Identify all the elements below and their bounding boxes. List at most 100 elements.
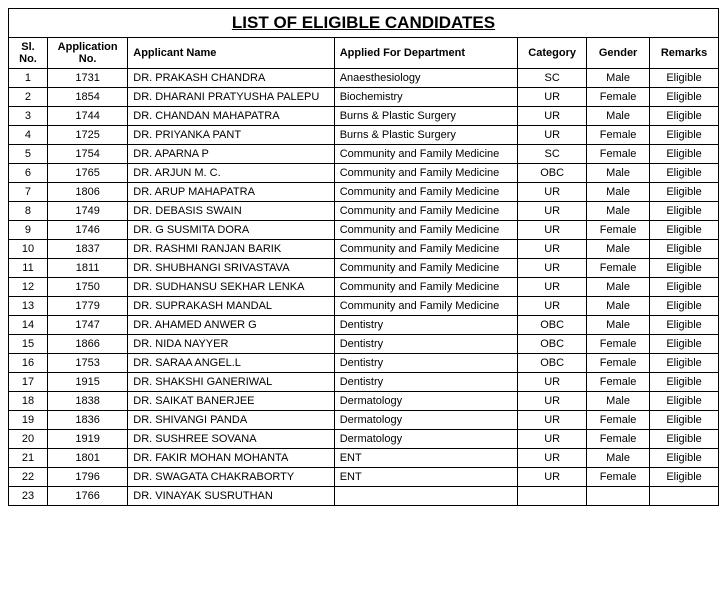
cell-name: DR. AHAMED ANWER G <box>128 316 334 335</box>
cell-sl: 20 <box>9 430 48 449</box>
cell-name: DR. VINAYAK SUSRUTHAN <box>128 487 334 506</box>
table-row: 111811DR. SHUBHANGI SRIVASTAVACommunity … <box>9 259 719 278</box>
cell-name: DR. FAKIR MOHAN MOHANTA <box>128 449 334 468</box>
cell-gen: Female <box>587 88 650 107</box>
cell-gen: Male <box>587 183 650 202</box>
table-row: 171915DR. SHAKSHI GANERIWALDentistryURFe… <box>9 373 719 392</box>
cell-sl: 11 <box>9 259 48 278</box>
cell-sl: 22 <box>9 468 48 487</box>
col-header-rem: Remarks <box>650 38 719 69</box>
cell-cat: UR <box>518 221 587 240</box>
cell-dept: Dermatology <box>334 392 518 411</box>
cell-dept: Community and Family Medicine <box>334 164 518 183</box>
table-row: 211801DR. FAKIR MOHAN MOHANTAENTURMaleEl… <box>9 449 719 468</box>
cell-cat: UR <box>518 259 587 278</box>
cell-cat: UR <box>518 430 587 449</box>
table-row: 161753DR. SARAA ANGEL.LDentistryOBCFemal… <box>9 354 719 373</box>
col-header-dept: Applied For Department <box>334 38 518 69</box>
candidates-table: Sl. No. Application No. Applicant Name A… <box>8 37 719 506</box>
cell-rem: Eligible <box>650 392 719 411</box>
cell-name: DR. CHANDAN MAHAPATRA <box>128 107 334 126</box>
cell-gen: Male <box>587 316 650 335</box>
cell-dept: Dermatology <box>334 430 518 449</box>
cell-name: DR. SHAKSHI GANERIWAL <box>128 373 334 392</box>
cell-rem: Eligible <box>650 183 719 202</box>
cell-dept: Dentistry <box>334 373 518 392</box>
cell-rem: Eligible <box>650 145 719 164</box>
cell-cat: OBC <box>518 354 587 373</box>
cell-sl: 5 <box>9 145 48 164</box>
cell-dept: Dentistry <box>334 335 518 354</box>
cell-name: DR. RASHMI RANJAN BARIK <box>128 240 334 259</box>
cell-sl: 3 <box>9 107 48 126</box>
cell-cat: UR <box>518 202 587 221</box>
cell-sl: 7 <box>9 183 48 202</box>
cell-rem: Eligible <box>650 164 719 183</box>
cell-dept: Biochemistry <box>334 88 518 107</box>
page-title: LIST OF ELIGIBLE CANDIDATES <box>8 8 719 37</box>
cell-sl: 6 <box>9 164 48 183</box>
cell-rem: Eligible <box>650 449 719 468</box>
cell-sl: 4 <box>9 126 48 145</box>
cell-name: DR. G SUSMITA DORA <box>128 221 334 240</box>
cell-rem: Eligible <box>650 297 719 316</box>
cell-gen: Male <box>587 164 650 183</box>
cell-gen: Male <box>587 69 650 88</box>
cell-name: DR. ARUP MAHAPATRA <box>128 183 334 202</box>
cell-dept: Community and Family Medicine <box>334 259 518 278</box>
table-row: 121750DR. SUDHANSU SEKHAR LENKACommunity… <box>9 278 719 297</box>
cell-cat: UR <box>518 126 587 145</box>
cell-app: 1749 <box>47 202 127 221</box>
cell-rem: Eligible <box>650 335 719 354</box>
cell-cat: UR <box>518 392 587 411</box>
table-row: 91746DR. G SUSMITA DORACommunity and Fam… <box>9 221 719 240</box>
cell-name: DR. DHARANI PRATYUSHA PALEPU <box>128 88 334 107</box>
cell-rem: Eligible <box>650 88 719 107</box>
cell-cat: UR <box>518 278 587 297</box>
cell-rem: Eligible <box>650 126 719 145</box>
cell-rem: Eligible <box>650 354 719 373</box>
cell-gen: Female <box>587 221 650 240</box>
cell-sl: 10 <box>9 240 48 259</box>
cell-name: DR. SUDHANSU SEKHAR LENKA <box>128 278 334 297</box>
cell-rem: Eligible <box>650 69 719 88</box>
cell-dept: ENT <box>334 468 518 487</box>
cell-name: DR. DEBASIS SWAIN <box>128 202 334 221</box>
cell-dept <box>334 487 518 506</box>
cell-dept: Community and Family Medicine <box>334 202 518 221</box>
table-row: 181838DR. SAIKAT BANERJEEDermatologyURMa… <box>9 392 719 411</box>
cell-sl: 19 <box>9 411 48 430</box>
cell-app: 1837 <box>47 240 127 259</box>
cell-rem: Eligible <box>650 411 719 430</box>
cell-cat: SC <box>518 69 587 88</box>
cell-rem: Eligible <box>650 107 719 126</box>
cell-app: 1919 <box>47 430 127 449</box>
cell-gen: Female <box>587 259 650 278</box>
table-row: 221796DR. SWAGATA CHAKRABORTYENTURFemale… <box>9 468 719 487</box>
table-row: 21854DR. DHARANI PRATYUSHA PALEPUBiochem… <box>9 88 719 107</box>
col-header-app: Application No. <box>47 38 127 69</box>
cell-dept: Dentistry <box>334 354 518 373</box>
cell-app: 1836 <box>47 411 127 430</box>
cell-dept: Burns & Plastic Surgery <box>334 107 518 126</box>
cell-rem: Eligible <box>650 468 719 487</box>
cell-gen: Male <box>587 392 650 411</box>
cell-app: 1915 <box>47 373 127 392</box>
cell-app: 1744 <box>47 107 127 126</box>
table-row: 101837DR. RASHMI RANJAN BARIKCommunity a… <box>9 240 719 259</box>
cell-gen: Male <box>587 240 650 259</box>
cell-cat: UR <box>518 373 587 392</box>
cell-dept: Community and Family Medicine <box>334 183 518 202</box>
cell-sl: 16 <box>9 354 48 373</box>
table-row: 71806DR. ARUP MAHAPATRACommunity and Fam… <box>9 183 719 202</box>
cell-name: DR. ARJUN M. C. <box>128 164 334 183</box>
cell-sl: 1 <box>9 69 48 88</box>
cell-app: 1731 <box>47 69 127 88</box>
cell-app: 1866 <box>47 335 127 354</box>
cell-rem <box>650 487 719 506</box>
cell-name: DR. SAIKAT BANERJEE <box>128 392 334 411</box>
cell-rem: Eligible <box>650 316 719 335</box>
cell-cat: SC <box>518 145 587 164</box>
cell-gen: Female <box>587 145 650 164</box>
cell-rem: Eligible <box>650 259 719 278</box>
